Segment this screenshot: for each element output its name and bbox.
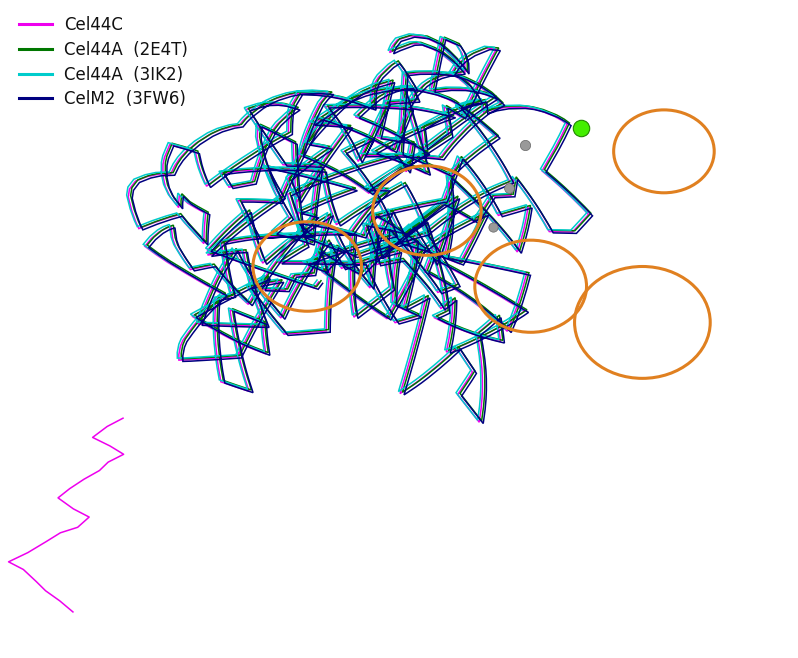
Point (503, 182, 516, 193)
Point (575, 123, 587, 134)
Point (487, 222, 500, 232)
Point (519, 139, 531, 150)
Legend: Cel44C, Cel44A  (2E4T), Cel44A  (3IK2), CelM2  (3FW6): Cel44C, Cel44A (2E4T), Cel44A (3IK2), Ce… (12, 10, 195, 115)
